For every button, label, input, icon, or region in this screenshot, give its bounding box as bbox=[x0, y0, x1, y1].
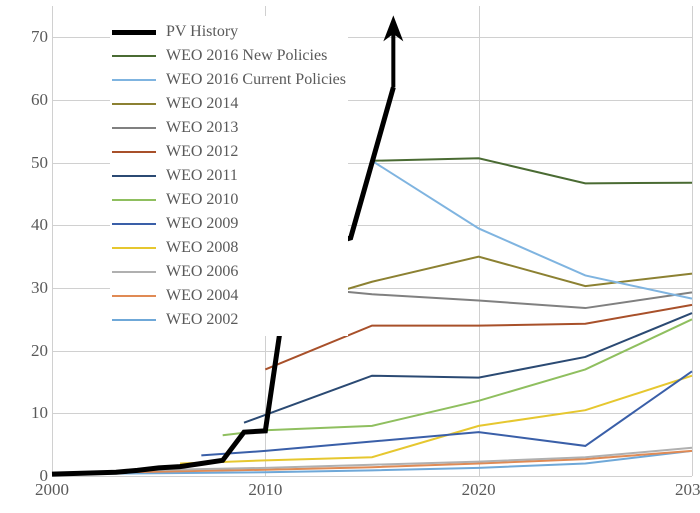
legend-label: WEO 2006 bbox=[166, 263, 238, 281]
legend-swatch bbox=[112, 199, 156, 201]
legend-label: WEO 2010 bbox=[166, 191, 238, 209]
legend-label: WEO 2012 bbox=[166, 143, 238, 161]
chart-legend: PV History WEO 2016 New Policies WEO 2016 … bbox=[110, 16, 348, 336]
legend-label: WEO 2002 bbox=[166, 311, 238, 329]
series-weo2009 bbox=[201, 371, 692, 455]
legend-item-pv_history: PV History bbox=[112, 20, 346, 44]
x-tick-label: 2000 bbox=[35, 480, 69, 500]
legend-swatch bbox=[112, 103, 156, 105]
legend-swatch bbox=[112, 295, 156, 297]
x-tick-label: 2020 bbox=[462, 480, 496, 500]
legend-label: WEO 2008 bbox=[166, 239, 238, 257]
legend-item-weo2016_new: WEO 2016 New Policies bbox=[112, 44, 346, 68]
legend-label: WEO 2014 bbox=[166, 95, 238, 113]
y-tick-label: 20 bbox=[4, 341, 48, 361]
legend-label: WEO 2009 bbox=[166, 215, 238, 233]
legend-swatch bbox=[112, 30, 156, 35]
y-tick-label: 40 bbox=[4, 215, 48, 235]
legend-swatch bbox=[112, 79, 156, 81]
legend-item-weo2008: WEO 2008 bbox=[112, 236, 346, 260]
legend-swatch bbox=[112, 55, 156, 57]
legend-item-weo2012: WEO 2012 bbox=[112, 140, 346, 164]
legend-item-weo2011: WEO 2011 bbox=[112, 164, 346, 188]
x-tick-label: 2030 bbox=[675, 480, 700, 500]
series-weo2016_new bbox=[372, 158, 692, 183]
legend-label: WEO 2016 New Policies bbox=[166, 47, 327, 65]
legend-swatch bbox=[112, 223, 156, 225]
pv-history-arrowhead bbox=[383, 15, 403, 87]
legend-swatch bbox=[112, 175, 156, 177]
legend-item-weo2016_cur: WEO 2016 Current Policies bbox=[112, 68, 346, 92]
legend-label: WEO 2013 bbox=[166, 119, 238, 137]
y-tick-label: 50 bbox=[4, 153, 48, 173]
x-tick-label: 2010 bbox=[248, 480, 282, 500]
legend-item-weo2004: WEO 2004 bbox=[112, 284, 346, 308]
y-tick-label: 60 bbox=[4, 90, 48, 110]
legend-item-weo2013: WEO 2013 bbox=[112, 116, 346, 140]
series-weo2008 bbox=[180, 376, 692, 464]
legend-item-weo2009: WEO 2009 bbox=[112, 212, 346, 236]
legend-item-weo2002: WEO 2002 bbox=[112, 308, 346, 332]
y-tick-label: 30 bbox=[4, 278, 48, 298]
legend-label: PV History bbox=[166, 23, 238, 41]
y-tick-label: 70 bbox=[4, 27, 48, 47]
legend-label: WEO 2004 bbox=[166, 287, 238, 305]
legend-swatch bbox=[112, 271, 156, 273]
legend-label: WEO 2011 bbox=[166, 167, 238, 185]
legend-label: WEO 2016 Current Policies bbox=[166, 71, 346, 89]
legend-swatch bbox=[112, 127, 156, 129]
legend-swatch bbox=[112, 247, 156, 249]
legend-swatch bbox=[112, 151, 156, 153]
legend-item-weo2006: WEO 2006 bbox=[112, 260, 346, 284]
legend-item-weo2010: WEO 2010 bbox=[112, 188, 346, 212]
legend-swatch bbox=[112, 319, 156, 321]
legend-item-weo2014: WEO 2014 bbox=[112, 92, 346, 116]
y-tick-label: 10 bbox=[4, 403, 48, 423]
series-weo2016_cur bbox=[372, 161, 692, 299]
